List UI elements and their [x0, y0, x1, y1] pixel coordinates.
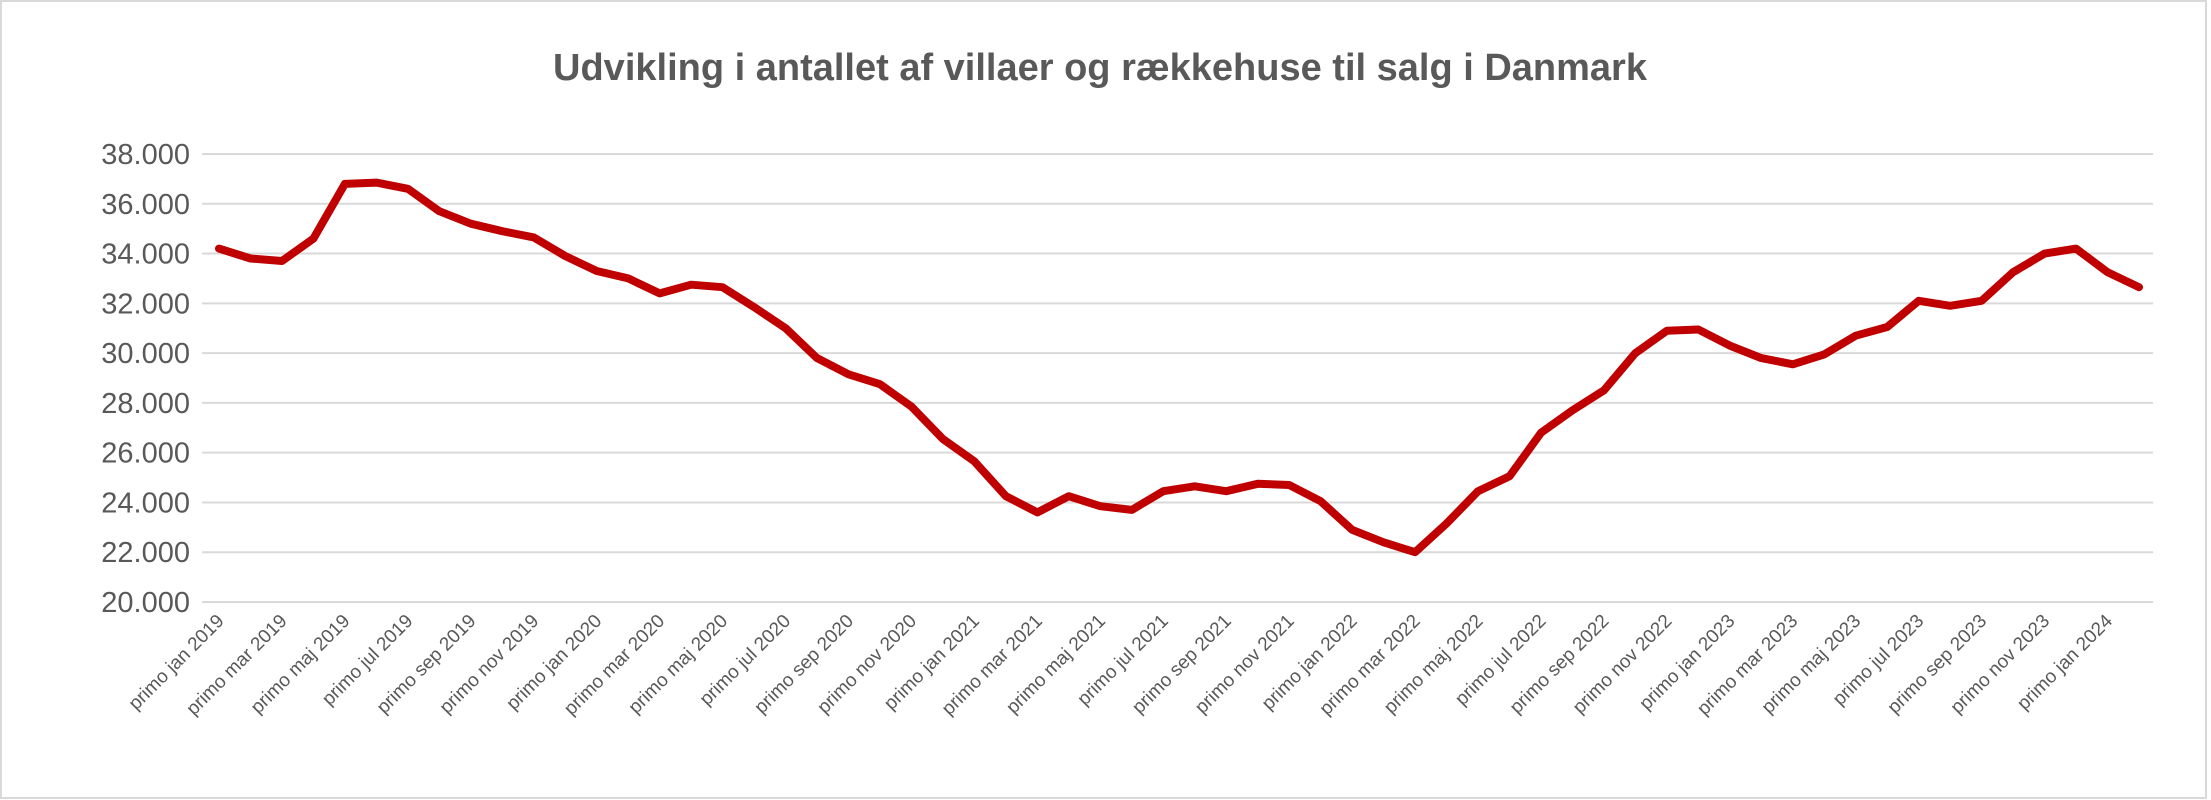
y-tick-label: 30.000 [101, 338, 190, 370]
series-line [215, 178, 2143, 557]
y-tick-label: 26.000 [101, 438, 190, 470]
y-tick-label: 38.000 [101, 139, 190, 171]
y-tick-label: 32.000 [101, 288, 190, 320]
y-tick-label: 28.000 [101, 388, 190, 420]
y-axis-labels: 20.000 22.000 24.000 26.000 28.000 30.000 32.0… [101, 139, 190, 619]
chart-title: Udvikling i antallet af villaer og række… [553, 47, 1648, 89]
series-layer [215, 178, 2143, 557]
y-tick-label: 24.000 [101, 487, 190, 519]
y-tick-label: 36.000 [101, 189, 190, 221]
y-tick-label: 22.000 [101, 537, 190, 569]
y-tick-label: 20.000 [101, 587, 190, 619]
y-tick-label: 34.000 [101, 239, 190, 271]
